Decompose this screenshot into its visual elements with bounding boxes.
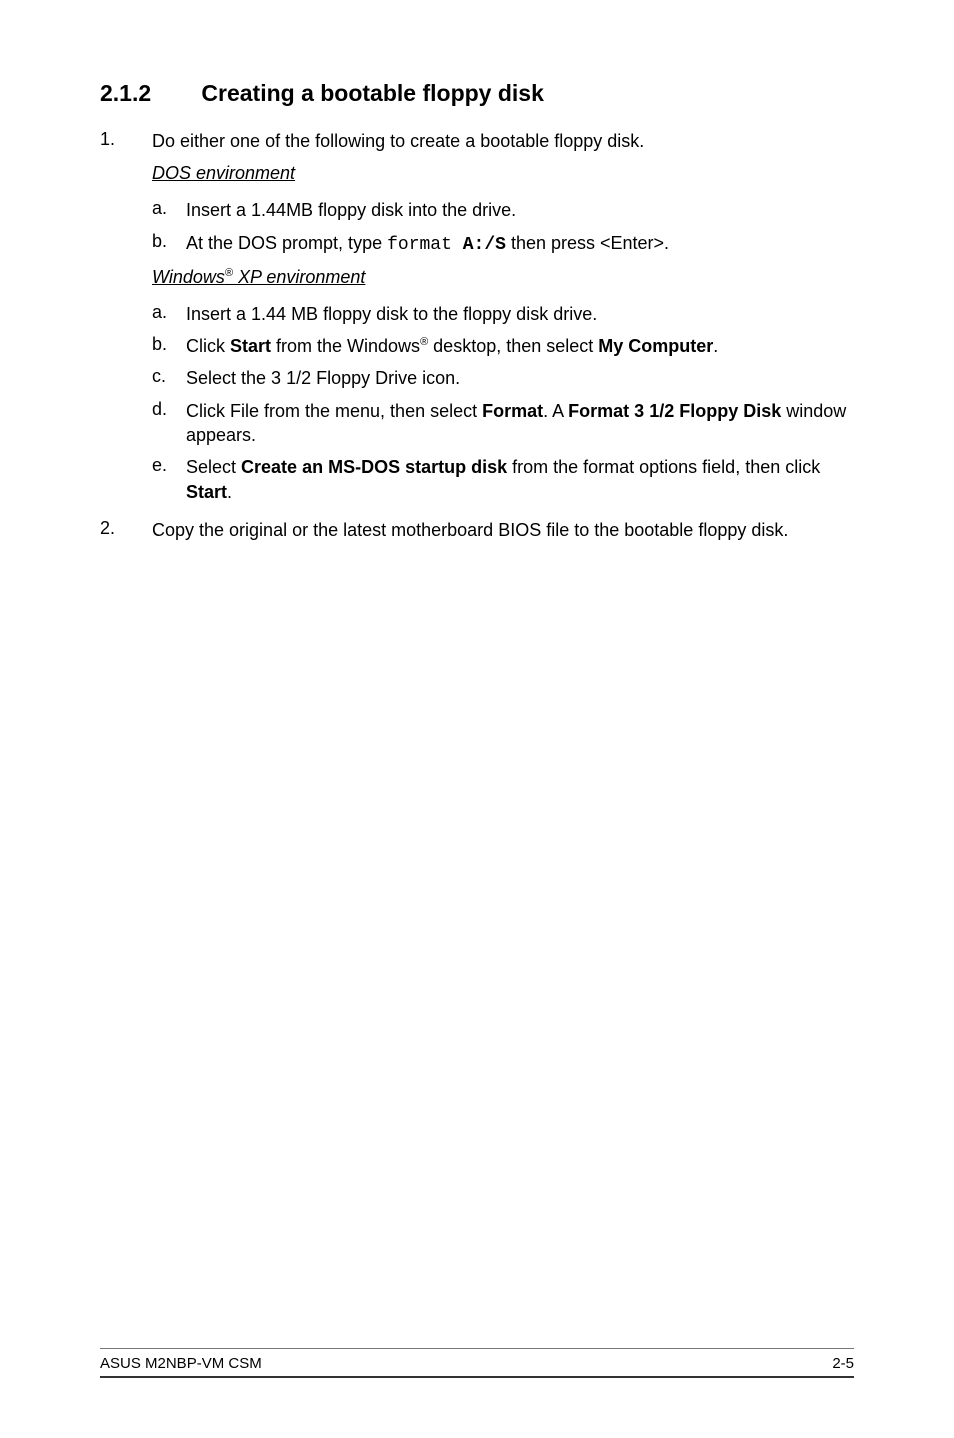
step-text: Do either one of the following to create…: [152, 129, 644, 153]
text-run: .: [713, 336, 718, 356]
text-run: Select: [186, 457, 241, 477]
substep-item: a.Insert a 1.44MB floppy disk into the d…: [152, 198, 516, 222]
substep-item: a.Insert a 1.44 MB floppy disk to the fl…: [152, 302, 597, 326]
text-run: XP environment: [233, 267, 365, 287]
text-run: Insert a 1.44 MB floppy disk to the flop…: [186, 304, 597, 324]
text-run: A:/S: [463, 235, 506, 255]
text-run: .: [227, 482, 232, 502]
substep-letter: b.: [152, 231, 186, 257]
text-run: desktop, then select: [428, 336, 598, 356]
text-run: from the format options field, then clic…: [507, 457, 820, 477]
substep-letter: a.: [152, 198, 186, 222]
substep-item: b.Click Start from the Windows® desktop,…: [152, 334, 718, 358]
text-run: Start: [186, 482, 227, 502]
text-run: Insert a 1.44MB floppy disk into the dri…: [186, 200, 516, 220]
text-run: At the DOS prompt, type: [186, 233, 387, 253]
sup-mark: ®: [225, 267, 233, 279]
heading-title: Creating a bootable floppy disk: [201, 80, 543, 106]
step-number: 2.: [100, 518, 152, 542]
substep-text: Click Start from the Windows® desktop, t…: [186, 334, 718, 358]
text-run: from the Windows: [271, 336, 420, 356]
subsection-heading: Windows® XP environment: [152, 267, 854, 288]
subsection-heading: DOS environment: [152, 163, 854, 184]
substep-text: Insert a 1.44MB floppy disk into the dri…: [186, 198, 516, 222]
substep-letter: c.: [152, 366, 186, 390]
substep-item: d.Click File from the menu, then select …: [152, 399, 854, 448]
substep-text: Click File from the menu, then select Fo…: [186, 399, 854, 448]
step-item: 2.Copy the original or the latest mother…: [100, 518, 854, 542]
step-text: Copy the original or the latest motherbo…: [152, 518, 788, 542]
step-item: 1.Do either one of the following to crea…: [100, 129, 854, 504]
substep-text: Insert a 1.44 MB floppy disk to the flop…: [186, 302, 597, 326]
text-run: ®: [420, 336, 428, 348]
text-run: DOS environment: [152, 163, 295, 183]
text-run: Select the 3 1/2 Floppy Drive icon.: [186, 368, 460, 388]
section-heading: 2.1.2 Creating a bootable floppy disk: [100, 80, 854, 107]
substep-list: a.Insert a 1.44 MB floppy disk to the fl…: [152, 302, 854, 504]
footer-right: 2-5: [832, 1355, 854, 1372]
text-run: Click: [186, 336, 230, 356]
substep-item: c.Select the 3 1/2 Floppy Drive icon.: [152, 366, 460, 390]
text-run: Start: [230, 336, 271, 356]
substep-letter: e.: [152, 455, 186, 504]
substep-text: Select the 3 1/2 Floppy Drive icon.: [186, 366, 460, 390]
substep-text: At the DOS prompt, type format A:/S then…: [186, 231, 669, 257]
text-run: Windows: [152, 267, 225, 287]
substep-letter: b.: [152, 334, 186, 358]
text-run: Create an MS-DOS startup disk: [241, 457, 507, 477]
text-run: then press <Enter>.: [506, 233, 669, 253]
text-run: Format: [482, 401, 543, 421]
substep-letter: d.: [152, 399, 186, 448]
heading-number: 2.1.2: [100, 80, 195, 107]
text-run: . A: [543, 401, 568, 421]
substep-letter: a.: [152, 302, 186, 326]
page: 2.1.2 Creating a bootable floppy disk 1.…: [0, 0, 954, 1438]
text-run: format: [387, 235, 463, 255]
step-number: 1.: [100, 129, 152, 153]
page-footer: ASUS M2NBP-VM CSM 2-5: [100, 1348, 854, 1378]
text-run: Format 3 1/2 Floppy Disk: [568, 401, 781, 421]
footer-left: ASUS M2NBP-VM CSM: [100, 1355, 262, 1372]
step-list: 1.Do either one of the following to crea…: [100, 129, 854, 542]
substep-item: b.At the DOS prompt, type format A:/S th…: [152, 231, 669, 257]
text-run: Click File from the menu, then select: [186, 401, 482, 421]
substep-item: e.Select Create an MS-DOS startup disk f…: [152, 455, 854, 504]
substep-text: Select Create an MS-DOS startup disk fro…: [186, 455, 854, 504]
text-run: My Computer: [598, 336, 713, 356]
substep-list: a.Insert a 1.44MB floppy disk into the d…: [152, 198, 854, 257]
